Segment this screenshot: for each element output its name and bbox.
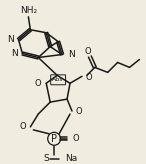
- Text: O: O: [73, 134, 80, 143]
- Text: O: O: [76, 107, 83, 115]
- Text: S: S: [44, 154, 49, 163]
- Text: Na: Na: [65, 154, 77, 163]
- Text: P: P: [51, 134, 57, 144]
- Text: N: N: [68, 50, 75, 59]
- Text: O: O: [85, 47, 91, 56]
- Text: O: O: [86, 73, 93, 82]
- Text: N: N: [7, 35, 14, 44]
- Text: O: O: [20, 122, 26, 131]
- Text: N: N: [11, 49, 18, 58]
- Text: Abs: Abs: [52, 77, 64, 82]
- Text: NH₂: NH₂: [20, 6, 37, 15]
- FancyBboxPatch shape: [51, 75, 66, 85]
- Text: O: O: [35, 79, 41, 88]
